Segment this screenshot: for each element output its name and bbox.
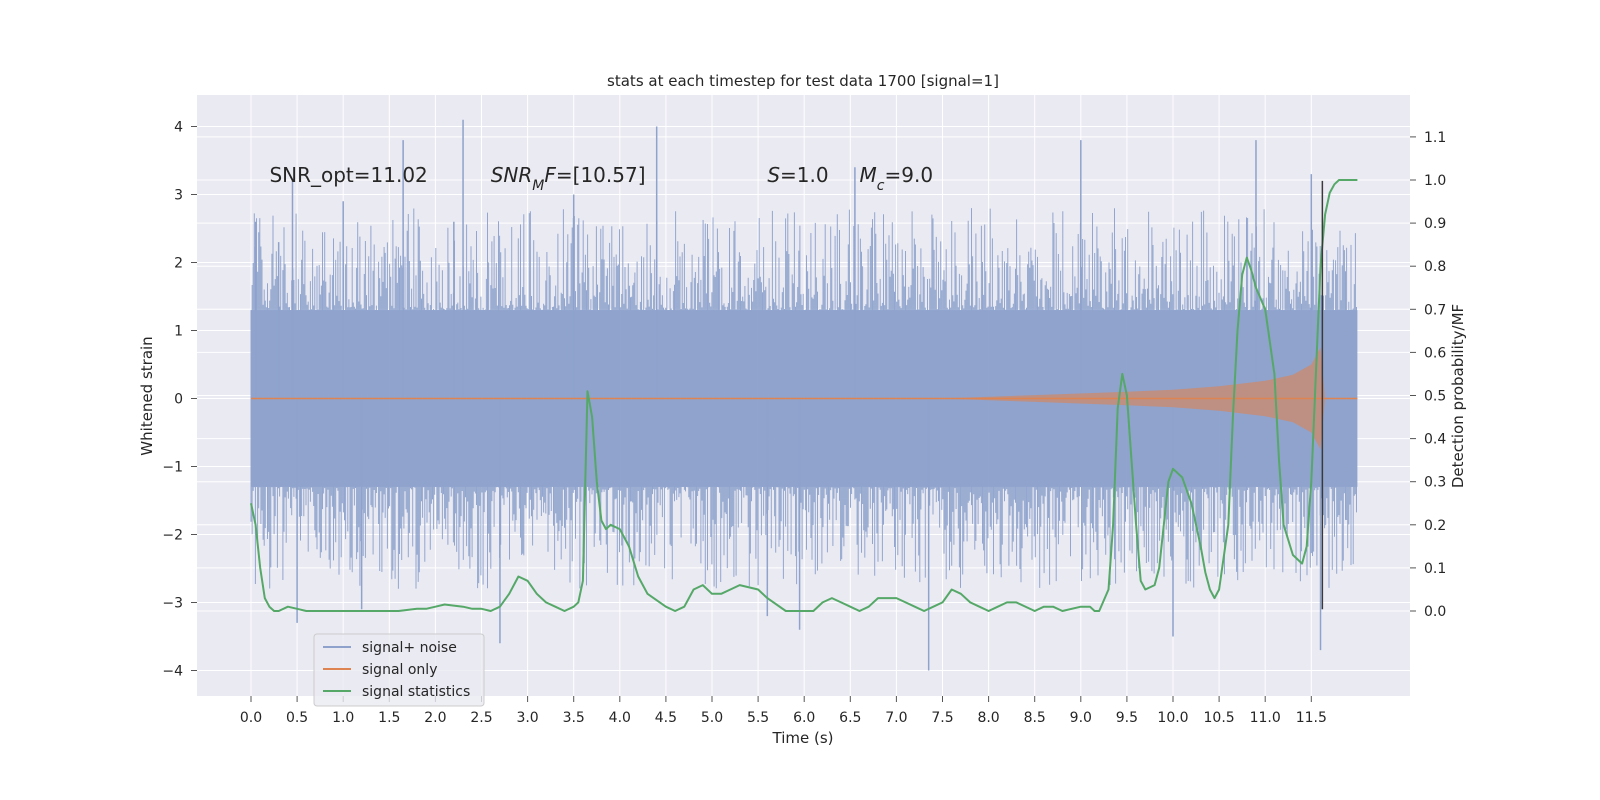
right-y-axis-ticks: 1.1 1.0 0.9 0.8 0.7 0.6 0.5 0.4 0.3 0.2 0.1 0.0 xyxy=(1410,130,1446,620)
legend: signal+ noise signal only signal statist… xyxy=(313,633,485,707)
legend-label-signal-statistics: signal statistics xyxy=(362,684,470,700)
x-tick-label: 11.5 xyxy=(1296,710,1327,726)
y-tick-label: −3 xyxy=(162,596,183,612)
x-tick-label: 0.0 xyxy=(240,710,262,726)
x-tick-label: 1.5 xyxy=(378,710,400,726)
annotations: SNR_opt=11.02 SNRMF=[10.57] S=1.0 Mc=9.0 xyxy=(269,163,933,194)
x-axis-ticks: 0.0 0.5 1.0 1.5 2.0 2.5 3.0 3.5 4.0 4.5 5.0 5.5 6.0 6… xyxy=(240,696,1327,726)
right-y-tick-label: 0.1 xyxy=(1424,561,1446,577)
right-y-tick-label: 0.8 xyxy=(1424,259,1446,275)
y-tick-label: 4 xyxy=(174,120,183,136)
right-y-axis-label: Detection probability/MF xyxy=(1449,304,1467,488)
x-tick-label: 5.0 xyxy=(701,710,723,726)
chart-title: stats at each timestep for test data 170… xyxy=(607,72,999,90)
x-tick-label: 6.0 xyxy=(793,710,815,726)
right-y-tick-label: 0.6 xyxy=(1424,345,1446,361)
annotation-text: S=1.0 xyxy=(767,163,828,187)
right-y-tick-label: 1.0 xyxy=(1424,173,1446,189)
x-tick-label: 9.0 xyxy=(1070,710,1092,726)
x-tick-label: 8.0 xyxy=(977,710,999,726)
right-y-tick-label: 0.7 xyxy=(1424,302,1446,318)
x-tick-label: 4.5 xyxy=(655,710,677,726)
x-tick-label: 11.0 xyxy=(1250,710,1281,726)
x-tick-label: 2.0 xyxy=(424,710,446,726)
x-tick-label: 3.5 xyxy=(563,710,585,726)
x-tick-label: 6.5 xyxy=(839,710,861,726)
y-tick-label: 0 xyxy=(174,392,183,408)
x-tick-label: 4.0 xyxy=(609,710,631,726)
x-tick-label: 10.5 xyxy=(1204,710,1235,726)
x-tick-label: 9.5 xyxy=(1116,710,1138,726)
right-y-tick-label: 0.3 xyxy=(1424,475,1446,491)
x-axis-label: Time (s) xyxy=(772,729,834,747)
y-tick-label: 1 xyxy=(174,324,183,340)
x-tick-label: 7.5 xyxy=(931,710,953,726)
legend-label-signal-only: signal only xyxy=(362,662,437,678)
annotation-text: SNRMF=[10.57] xyxy=(491,163,646,194)
signal-statistics-line xyxy=(250,179,1358,612)
right-y-tick-label: 0.4 xyxy=(1424,432,1446,448)
x-tick-label: 7.0 xyxy=(885,710,907,726)
x-tick-label: 1.0 xyxy=(332,710,354,726)
y-axis-ticks: 4 3 2 1 0 −1 −2 −3 −4 xyxy=(162,120,197,680)
right-y-tick-label: 0.0 xyxy=(1424,604,1446,620)
x-tick-label: 10.0 xyxy=(1157,710,1188,726)
right-y-tick-label: 0.2 xyxy=(1424,518,1446,534)
right-y-tick-label: 0.9 xyxy=(1424,216,1446,232)
right-y-tick-label: 1.1 xyxy=(1424,130,1446,146)
signal-only-series xyxy=(251,347,1358,450)
right-y-tick-label: 0.5 xyxy=(1424,389,1446,405)
annotation-text: Mc=9.0 xyxy=(860,163,934,194)
annotation-text: SNR_opt=11.02 xyxy=(269,163,427,187)
x-tick-label: 8.5 xyxy=(1024,710,1046,726)
legend-label-signal-noise: signal+ noise xyxy=(362,640,457,656)
y-tick-label: −1 xyxy=(162,460,183,476)
y-tick-label: −2 xyxy=(162,528,183,544)
x-tick-label: 2.5 xyxy=(470,710,492,726)
x-tick-label: 0.5 xyxy=(286,710,308,726)
x-tick-label: 5.5 xyxy=(747,710,769,726)
x-tick-label: 3.0 xyxy=(516,710,538,726)
y-axis-label: Whitened strain xyxy=(138,336,156,455)
signal-statistics-series xyxy=(250,179,1358,612)
y-tick-label: −4 xyxy=(162,664,183,680)
legend-box xyxy=(313,633,485,707)
y-tick-label: 2 xyxy=(174,256,183,272)
y-tick-label: 3 xyxy=(174,188,183,204)
